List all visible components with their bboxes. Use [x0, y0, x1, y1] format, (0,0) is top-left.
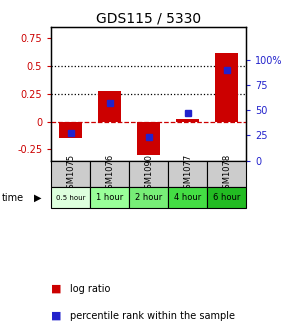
Text: GSM1090: GSM1090 [144, 154, 153, 194]
Bar [51, 161, 90, 187]
Text: 2 hour: 2 hour [135, 193, 162, 202]
Bar [90, 161, 129, 187]
Text: time: time [1, 193, 24, 203]
Text: 0.5 hour: 0.5 hour [56, 195, 86, 201]
Bar [129, 161, 168, 187]
Bar [168, 187, 207, 208]
Text: log ratio: log ratio [70, 284, 111, 294]
Text: ■: ■ [51, 311, 62, 321]
Title: GDS115 / 5330: GDS115 / 5330 [96, 12, 201, 26]
Text: GSM1078: GSM1078 [222, 154, 231, 194]
Bar [207, 187, 246, 208]
Bar [168, 161, 207, 187]
Bar [129, 187, 168, 208]
Text: 6 hour: 6 hour [213, 193, 240, 202]
Bar [98, 91, 121, 122]
Text: ■: ■ [51, 284, 62, 294]
Text: ▶: ▶ [34, 193, 41, 203]
Bar [137, 122, 160, 155]
Text: GSM1077: GSM1077 [183, 154, 192, 194]
Bar [90, 187, 129, 208]
Text: percentile rank within the sample: percentile rank within the sample [70, 311, 235, 321]
Text: 4 hour: 4 hour [174, 193, 201, 202]
Text: GSM1075: GSM1075 [66, 154, 75, 194]
Bar [51, 187, 90, 208]
Bar [215, 52, 238, 122]
Bar [176, 119, 199, 122]
Bar [59, 122, 82, 138]
Text: GSM1076: GSM1076 [105, 154, 114, 194]
Text: 1 hour: 1 hour [96, 193, 123, 202]
Bar [207, 161, 246, 187]
